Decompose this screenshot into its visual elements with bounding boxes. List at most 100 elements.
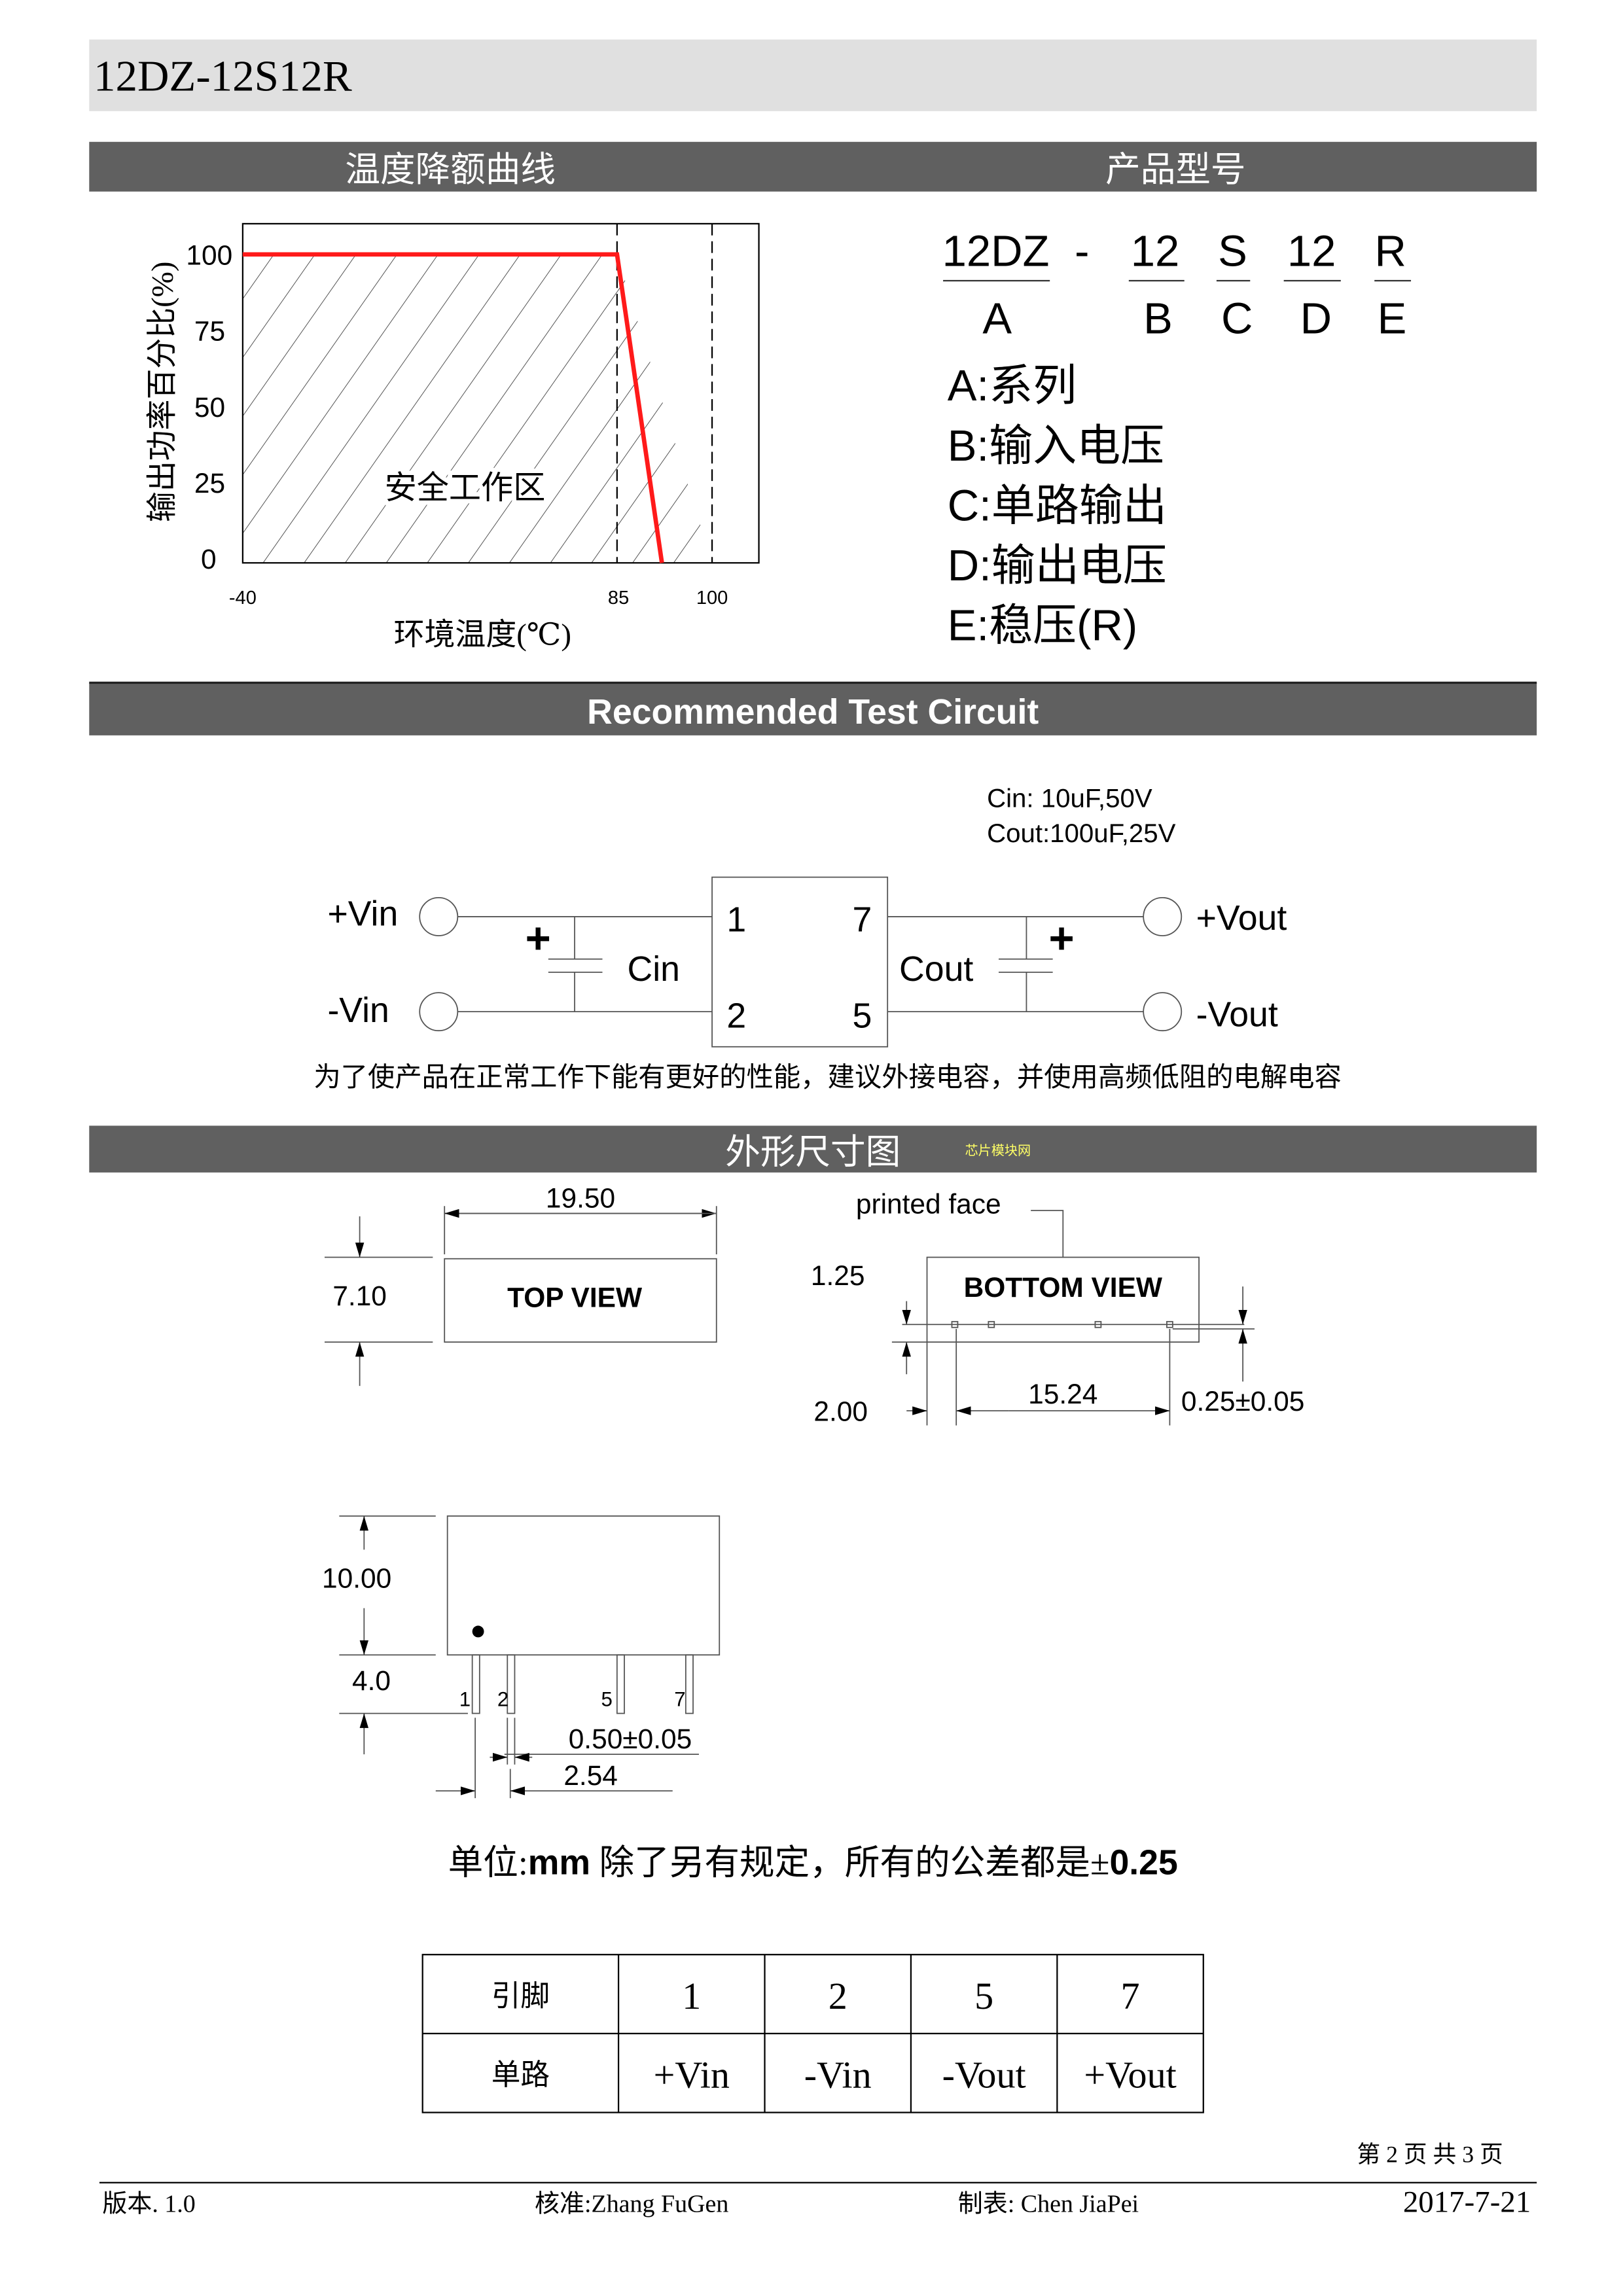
terminal-vout-neg — [1143, 992, 1183, 1032]
letter-a: A — [982, 294, 1012, 343]
code-regulated: R — [1375, 227, 1406, 276]
code-input: 12 — [1131, 227, 1180, 276]
code-output-type: S — [1218, 227, 1247, 276]
version: 版本. 1.0 — [102, 2190, 195, 2217]
pin-table: 引脚 1 2 5 7 单路 +Vin -Vin -Vout +Vout — [421, 1954, 1204, 2113]
units-label: 单位: — [448, 1843, 528, 1882]
cout-plus: + — [1048, 914, 1074, 963]
letter-e: E — [1378, 294, 1407, 343]
side-pin-2: 2 — [497, 1687, 508, 1710]
dim-pin-width: 0.50±0.05 — [569, 1723, 692, 1754]
safe-area-hatch — [242, 254, 713, 563]
terminal-vin-neg — [419, 992, 459, 1032]
y-tick-25: 25 — [194, 468, 225, 499]
terminal-vin-pos — [419, 896, 459, 936]
dim-15-24: 15.24 — [1028, 1379, 1097, 1409]
dim-pin-length: 4.0 — [352, 1665, 391, 1696]
pin-1: 1 — [726, 900, 746, 939]
table-header-pin: 引脚 — [491, 1979, 550, 2012]
y-tick-0: 0 — [201, 544, 217, 574]
label-vin-pos: +Vin — [327, 894, 398, 933]
plot-frame — [241, 222, 760, 564]
table-row-label: 单路 — [491, 2058, 550, 2091]
y-tick-75: 75 — [194, 316, 225, 347]
legend-d: D:输出电压 — [948, 541, 1167, 590]
label-vout-neg: -Vout — [1196, 995, 1278, 1034]
table-cell-vin-pos: +Vin — [654, 2054, 730, 2096]
letter-c: C — [1221, 294, 1253, 343]
table-cell-vin-neg: -Vin — [804, 2054, 872, 2096]
units-tolerance-text: 除了另有规定，所有的公差都是± — [590, 1843, 1109, 1882]
dim-1-25: 1.25 — [811, 1260, 865, 1291]
table-header-5: 5 — [974, 1975, 993, 2017]
derating-curve — [242, 252, 664, 563]
bottom-view-label: BOTTOM VIEW — [964, 1272, 1163, 1303]
top-view-label: TOP VIEW — [507, 1282, 643, 1313]
derating-title: 温度降额曲线 — [345, 150, 556, 189]
circuit-title: Recommended Test Circuit — [587, 692, 1039, 732]
x-tick-minus40: -40 — [229, 588, 257, 609]
side-pin-5: 5 — [601, 1687, 613, 1710]
test-circuit: Cin: 10uF,50V Cout:100uF,25V 1 7 2 5 +Vi… — [313, 783, 1341, 1092]
side-pin-1: 1 — [459, 1687, 471, 1710]
dim-height: 7.10 — [332, 1280, 387, 1311]
dim-width: 19.50 — [546, 1183, 615, 1214]
dim-pitch: 2.54 — [563, 1760, 618, 1791]
top-view-drawing: TOP VIEW 19.50 7.10 — [324, 1183, 717, 1386]
dimensions-title: 外形尺寸图 — [725, 1133, 901, 1172]
date: 2017-7-21 — [1403, 2185, 1531, 2219]
cout-spec: Cout:100uF,25V — [987, 819, 1176, 848]
safe-area-label: 安全工作区 — [385, 470, 546, 506]
label-vin-neg: -Vin — [327, 991, 389, 1030]
units-note: 单位:mm 除了另有规定，所有的公差都是±0.25 — [448, 1843, 1178, 1882]
module-box — [711, 876, 889, 1048]
pin-7: 7 — [853, 900, 872, 939]
section-header-derating: 温度降额曲线 产品型号 — [89, 141, 1537, 192]
code-output: 12 — [1287, 227, 1336, 276]
table-cell-vout-neg: -Vout — [942, 2054, 1026, 2096]
legend-e: E:稳压(R) — [948, 601, 1137, 650]
prepared-by: 制表: Chen JiaPei — [958, 2190, 1139, 2217]
units-tolerance-value: 0.25 — [1109, 1843, 1177, 1882]
printed-face-label: printed face — [856, 1188, 1001, 1219]
code-series: 12DZ — [942, 227, 1050, 276]
pin-2: 2 — [726, 997, 746, 1036]
pin1-marker — [472, 1625, 484, 1638]
model-title: 产品型号 — [1105, 150, 1245, 189]
legend-a: A:系列 — [948, 361, 1077, 410]
derating-chart: 100 75 50 25 0 -40 85 100 环境温度(℃) 输出功率百分… — [146, 222, 760, 652]
section-header-dimensions: 外形尺寸图 芯片模块网 — [89, 1125, 1537, 1173]
table-cell-vout-pos: +Vout — [1084, 2054, 1176, 2096]
pin-5: 5 — [853, 997, 872, 1036]
label-vout-pos: +Vout — [1196, 898, 1287, 938]
dim-pin-thickness: 0.25±0.05 — [1181, 1386, 1304, 1417]
side-pin-7: 7 — [674, 1687, 685, 1710]
legend-b: B:输入电压 — [948, 421, 1164, 470]
table-header-1: 1 — [682, 1975, 701, 2017]
model-code: 12DZ - 12 S 12 R A B C D E A:系列 B:输入电压 C… — [942, 227, 1412, 650]
circuit-note: 为了使产品在正常工作下能有更好的性能，建议外接电容，并使用高频低阻的电解电容 — [313, 1062, 1341, 1092]
x-axis-label: 环境温度(℃) — [394, 618, 571, 652]
x-tick-100: 100 — [696, 588, 728, 609]
y-tick-50: 50 — [194, 392, 225, 423]
section-header-circuit: Recommended Test Circuit — [89, 681, 1537, 735]
terminal-vout-pos — [1143, 896, 1183, 936]
label-cin: Cin — [627, 949, 679, 989]
y-axis-label: 输出功率百分比(%) — [146, 262, 180, 523]
letter-d: D — [1300, 294, 1332, 343]
page-number: 第 2 页 共 3 页 — [1357, 2142, 1503, 2168]
approved-by: 核准:Zhang FuGen — [535, 2190, 728, 2217]
code-dash: - — [1075, 227, 1089, 276]
table-header-2: 2 — [829, 1975, 847, 2017]
letter-b: B — [1143, 294, 1173, 343]
y-tick-100: 100 — [186, 239, 232, 270]
table-header-7: 7 — [1121, 1975, 1140, 2017]
side-view-drawing: 1 2 5 7 10.00 4.0 0.50±0.05 2.54 — [322, 1515, 721, 1799]
label-cout: Cout — [899, 949, 973, 989]
watermark: 芯片模块网 — [965, 1143, 1031, 1158]
title-bar: 12DZ-12S12R — [89, 39, 1537, 111]
legend-c: C:单路输出 — [948, 481, 1167, 530]
doc-title: 12DZ-12S12R — [94, 52, 352, 101]
units-mm: mm — [528, 1843, 590, 1882]
